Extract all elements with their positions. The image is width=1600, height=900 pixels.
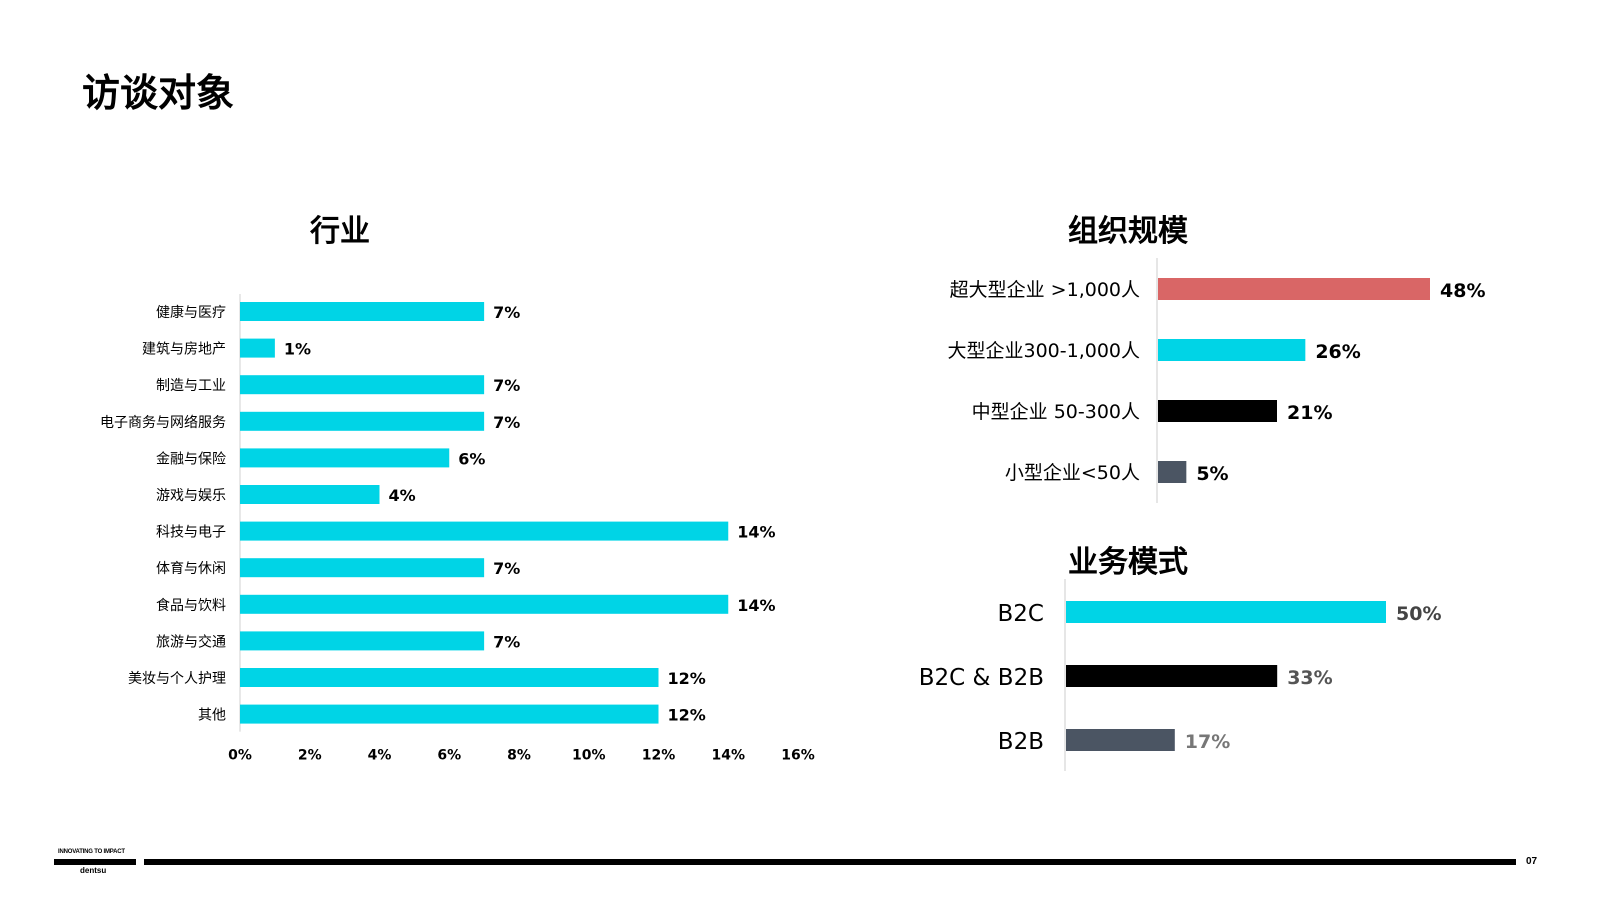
industry-category-label: 旅游与交通 bbox=[156, 633, 226, 650]
industry-x-tick-label: 12% bbox=[642, 748, 676, 764]
industry-category-label: 美妆与个人护理 bbox=[128, 671, 226, 687]
org-size-category-label: 大型企业300-1,000人 bbox=[947, 340, 1140, 362]
org-size-category-label: 超大型企业 >1,000人 bbox=[950, 279, 1140, 301]
industry-value-label: 12% bbox=[668, 706, 706, 725]
industry-x-tick-label: 0% bbox=[228, 748, 252, 764]
industry-category-label: 食品与饮料 bbox=[156, 597, 226, 614]
industry-bar bbox=[240, 594, 729, 614]
business-model-category-label: B2C bbox=[998, 601, 1044, 627]
org-size-value-label: 26% bbox=[1315, 341, 1360, 363]
industry-value-label: 12% bbox=[668, 669, 706, 688]
org-size-value-label: 48% bbox=[1440, 280, 1485, 302]
industry-bar bbox=[240, 631, 485, 651]
industry-category-label: 体育与休闲 bbox=[156, 561, 226, 577]
page-title: 访谈对象 bbox=[82, 71, 235, 115]
brand-rule bbox=[54, 859, 136, 865]
industry-value-label: 6% bbox=[458, 449, 485, 468]
industry-category-label: 电子商务与网络服务 bbox=[100, 415, 226, 431]
industry-value-label: 1% bbox=[284, 340, 311, 359]
industry-value-label: 14% bbox=[737, 596, 775, 615]
industry-bar bbox=[240, 302, 485, 321]
org-size-value-label: 21% bbox=[1287, 402, 1332, 424]
industry-bar bbox=[240, 521, 729, 541]
industry-x-tick-label: 8% bbox=[507, 748, 531, 764]
industry-category-label: 健康与医疗 bbox=[156, 304, 226, 321]
business-model-category-label: B2B bbox=[998, 729, 1044, 755]
org-size-category-label: 中型企业 50-300人 bbox=[972, 401, 1140, 423]
business-model-bar bbox=[1066, 665, 1278, 687]
industry-category-label: 制造与工业 bbox=[156, 378, 226, 394]
industry-value-label: 4% bbox=[389, 486, 416, 505]
industry-bar bbox=[240, 448, 450, 468]
industry-value-label: 7% bbox=[493, 376, 520, 395]
business-model-value-label: 33% bbox=[1287, 667, 1332, 689]
business-model-bar bbox=[1066, 729, 1175, 751]
org-size-category-label: 小型企业<50人 bbox=[1005, 462, 1140, 484]
industry-bar bbox=[240, 375, 485, 395]
industry-x-tick-label: 2% bbox=[298, 748, 322, 764]
org-size-value-label: 5% bbox=[1196, 463, 1228, 485]
industry-category-label: 建筑与房地产 bbox=[142, 342, 226, 358]
industry-category-label: 金融与保险 bbox=[156, 451, 226, 467]
industry-bar bbox=[240, 485, 380, 504]
org-size-bar bbox=[1158, 461, 1187, 483]
business-model-value-label: 50% bbox=[1396, 603, 1441, 625]
industry-x-tick-label: 16% bbox=[781, 748, 815, 764]
dentsu-logo: dentsu bbox=[80, 866, 107, 875]
org-size-chart-title: 组织规模 bbox=[1068, 214, 1188, 249]
industry-bar bbox=[240, 558, 485, 578]
industry-bar bbox=[240, 338, 275, 358]
industry-x-tick-label: 14% bbox=[711, 748, 745, 764]
industry-value-label: 7% bbox=[493, 632, 520, 651]
industry-x-tick-label: 6% bbox=[437, 748, 461, 764]
industry-value-label: 7% bbox=[493, 559, 520, 578]
industry-x-tick-label: 10% bbox=[572, 748, 606, 764]
industry-value-label: 7% bbox=[493, 303, 520, 322]
brand-tagline: INNOVATING TO IMPACT bbox=[58, 849, 125, 855]
industry-category-label: 科技与电子 bbox=[156, 525, 226, 541]
industry-chart-title: 行业 bbox=[310, 214, 370, 249]
org-size-bar bbox=[1158, 278, 1430, 300]
industry-bar bbox=[240, 668, 659, 687]
page-number: 07 bbox=[1526, 856, 1538, 867]
business-model-value-label: 17% bbox=[1185, 731, 1230, 753]
business-model-chart-title: 业务模式 bbox=[1068, 545, 1188, 580]
business-model-bar bbox=[1066, 601, 1386, 623]
industry-bar bbox=[240, 411, 485, 431]
org-size-bar bbox=[1158, 339, 1306, 361]
industry-x-tick-label: 4% bbox=[368, 748, 392, 764]
footer-rule bbox=[144, 859, 1516, 865]
industry-category-label: 游戏与娱乐 bbox=[156, 488, 226, 504]
industry-category-label: 其他 bbox=[198, 708, 226, 724]
industry-value-label: 14% bbox=[737, 523, 775, 542]
industry-value-label: 7% bbox=[493, 413, 520, 432]
business-model-category-label: B2C & B2B bbox=[919, 665, 1044, 691]
industry-bar bbox=[240, 704, 659, 724]
org-size-bar bbox=[1158, 400, 1277, 422]
